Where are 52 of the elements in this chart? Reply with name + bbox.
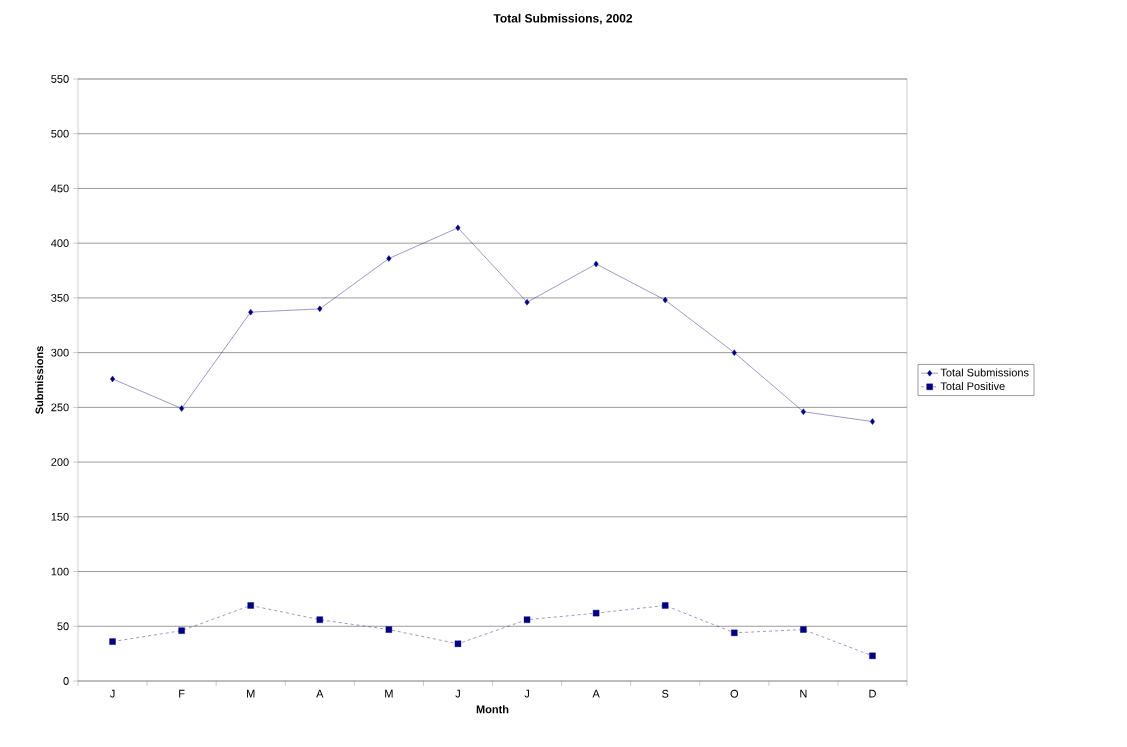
y-tick-label: 450: [51, 184, 69, 193]
point: [317, 305, 323, 313]
y-tick-label: 250: [51, 403, 69, 412]
y-axis-title: Submissions: [35, 346, 44, 414]
y-tick-label: 0: [63, 677, 69, 685]
legend-label: Total Positive: [940, 381, 1005, 391]
y-tick-label: 150: [51, 512, 69, 521]
x-tick-label: S: [662, 689, 669, 698]
x-tick-label: M: [385, 689, 393, 698]
y-tick-label: 550: [51, 75, 69, 83]
point: [662, 602, 669, 609]
x-axis-title: Month: [476, 705, 509, 714]
point: [178, 627, 185, 634]
point: [731, 349, 737, 356]
point: [454, 640, 462, 647]
x-tick-label: J: [524, 689, 529, 698]
x-tick-label: D: [869, 689, 876, 698]
point: [592, 609, 600, 617]
point: [524, 299, 530, 306]
point: [731, 629, 738, 637]
chart-title: Total Submissions, 2002: [493, 13, 633, 25]
point: [800, 408, 806, 415]
y-tick-label: 400: [51, 239, 69, 248]
point: [386, 255, 392, 262]
x-tick-label: M: [247, 689, 255, 698]
point: [870, 418, 875, 425]
y-tick-label: 350: [51, 294, 69, 302]
point: [523, 616, 531, 623]
point: [109, 638, 116, 645]
y-tick-label: 300: [51, 348, 69, 357]
point: [800, 626, 807, 633]
point: [247, 602, 254, 609]
point: [455, 224, 461, 232]
point: [248, 308, 254, 316]
x-tick-label: J: [455, 689, 460, 698]
x-tick-label: F: [179, 689, 185, 698]
point: [316, 616, 323, 623]
legend-label: Total Submissions: [940, 368, 1029, 377]
point: [869, 652, 876, 660]
x-tick-label: J: [109, 689, 115, 698]
x-tick-label: A: [316, 689, 324, 698]
x-tick-label: A: [592, 689, 600, 698]
y-tick-label: 100: [51, 567, 69, 576]
y-tick-label: 50: [57, 622, 69, 631]
y-tick-label: 500: [51, 129, 69, 138]
point: [593, 260, 599, 268]
point: [662, 296, 668, 304]
x-tick-label: O: [730, 689, 739, 698]
point: [179, 405, 185, 412]
y-tick-label: 200: [51, 458, 69, 466]
point: [385, 626, 393, 633]
x-tick-label: N: [800, 689, 807, 698]
